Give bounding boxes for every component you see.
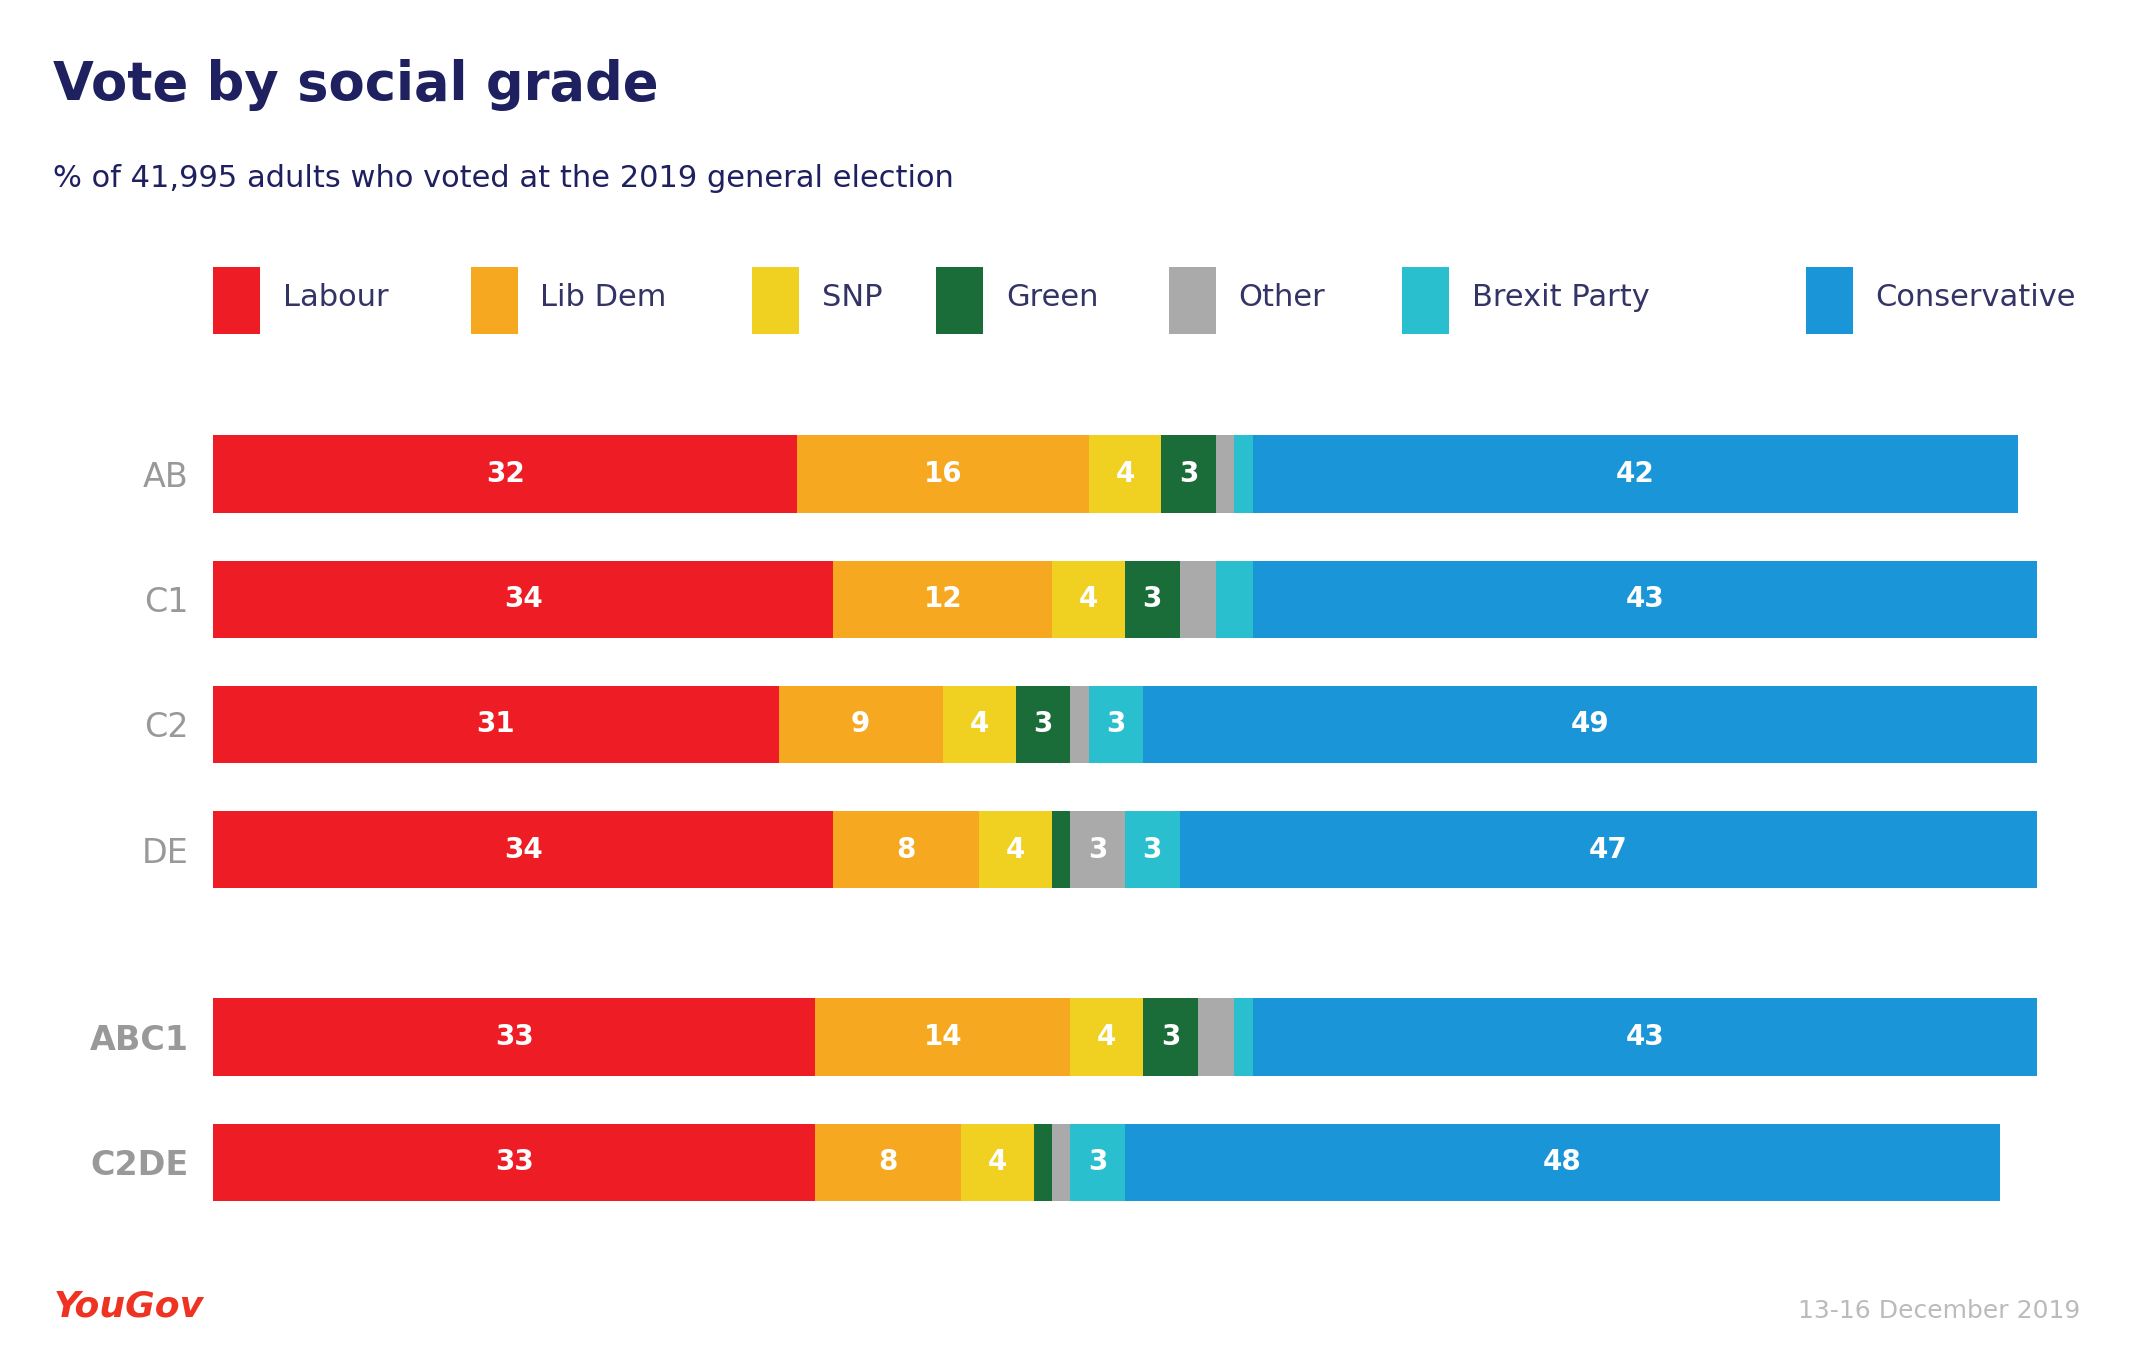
Text: 48: 48 <box>1543 1149 1581 1176</box>
Bar <box>1253 560 2036 639</box>
FancyBboxPatch shape <box>753 268 800 334</box>
Bar <box>1197 999 1233 1076</box>
Bar <box>1052 1123 1071 1201</box>
Text: 4: 4 <box>969 710 988 739</box>
Text: 4: 4 <box>1116 460 1135 488</box>
Text: 32: 32 <box>487 460 525 488</box>
Bar <box>1180 810 2036 889</box>
Bar <box>960 1123 1033 1201</box>
Bar <box>1071 1123 1125 1201</box>
Text: 3: 3 <box>1088 836 1108 863</box>
Bar <box>832 560 1052 639</box>
Bar <box>1125 560 1180 639</box>
Bar <box>832 810 980 889</box>
Bar <box>1071 999 1144 1076</box>
Text: 3: 3 <box>1142 836 1163 863</box>
Text: 33: 33 <box>495 1149 534 1176</box>
Text: 14: 14 <box>924 1023 962 1051</box>
Bar <box>796 436 1088 513</box>
Bar <box>1125 1123 2000 1201</box>
Text: 31: 31 <box>476 710 514 739</box>
Text: Labour: Labour <box>284 283 388 313</box>
Text: 3: 3 <box>1088 1149 1108 1176</box>
Text: Lib Dem: Lib Dem <box>540 283 666 313</box>
Bar <box>213 1123 815 1201</box>
Bar <box>1088 686 1144 763</box>
Text: Brexit Party: Brexit Party <box>1472 283 1650 313</box>
Bar <box>1161 436 1216 513</box>
Bar <box>1144 999 1197 1076</box>
Text: 9: 9 <box>851 710 871 739</box>
FancyBboxPatch shape <box>213 268 260 334</box>
Text: 13-16 December 2019: 13-16 December 2019 <box>1799 1299 2081 1323</box>
Bar <box>1016 686 1071 763</box>
Bar <box>213 560 832 639</box>
FancyBboxPatch shape <box>1805 268 1852 334</box>
Text: 3: 3 <box>1142 586 1163 613</box>
Bar <box>213 810 832 889</box>
Bar <box>213 436 796 513</box>
Bar <box>1071 686 1088 763</box>
FancyBboxPatch shape <box>472 268 519 334</box>
Text: 33: 33 <box>495 1023 534 1051</box>
Bar <box>213 999 815 1076</box>
Text: Green: Green <box>1005 283 1099 313</box>
Text: 43: 43 <box>1626 586 1665 613</box>
Text: YouGov: YouGov <box>53 1289 203 1323</box>
Text: 4: 4 <box>988 1149 1007 1176</box>
Bar <box>1180 560 1216 639</box>
Text: Vote by social grade: Vote by social grade <box>53 58 659 111</box>
Bar <box>1144 686 2036 763</box>
Bar <box>1125 810 1180 889</box>
FancyBboxPatch shape <box>1169 268 1216 334</box>
Text: 3: 3 <box>1180 460 1199 488</box>
Text: 3: 3 <box>1033 710 1052 739</box>
Bar <box>1253 999 2036 1076</box>
Text: Other: Other <box>1238 283 1325 313</box>
Bar <box>1052 560 1125 639</box>
Text: 34: 34 <box>504 586 542 613</box>
Text: 42: 42 <box>1615 460 1654 488</box>
Text: 4: 4 <box>1097 1023 1116 1051</box>
Bar <box>213 686 779 763</box>
Text: 47: 47 <box>1590 836 1628 863</box>
Bar <box>1033 1123 1052 1201</box>
Text: 34: 34 <box>504 836 542 863</box>
Bar <box>1071 810 1125 889</box>
Text: 43: 43 <box>1626 1023 1665 1051</box>
Bar <box>1216 560 1253 639</box>
Bar <box>1253 436 2019 513</box>
Text: 8: 8 <box>896 836 915 863</box>
Text: 8: 8 <box>879 1149 898 1176</box>
Bar <box>1233 436 1253 513</box>
Bar <box>943 686 1016 763</box>
Bar <box>815 1123 960 1201</box>
FancyBboxPatch shape <box>937 268 984 334</box>
Text: 4: 4 <box>1005 836 1024 863</box>
Bar <box>1088 436 1161 513</box>
Text: 3: 3 <box>1161 1023 1180 1051</box>
Bar <box>815 999 1071 1076</box>
Bar <box>779 686 943 763</box>
Bar <box>1052 810 1071 889</box>
Text: 49: 49 <box>1571 710 1609 739</box>
Text: 4: 4 <box>1080 586 1099 613</box>
Text: 12: 12 <box>924 586 962 613</box>
Text: SNP: SNP <box>822 283 881 313</box>
Text: 16: 16 <box>924 460 962 488</box>
Text: 3: 3 <box>1105 710 1125 739</box>
Bar <box>980 810 1052 889</box>
Bar <box>1216 436 1233 513</box>
Text: Conservative: Conservative <box>1876 283 2076 313</box>
Bar <box>1233 999 1253 1076</box>
FancyBboxPatch shape <box>1402 268 1449 334</box>
Text: % of 41,995 adults who voted at the 2019 general election: % of 41,995 adults who voted at the 2019… <box>53 164 954 192</box>
